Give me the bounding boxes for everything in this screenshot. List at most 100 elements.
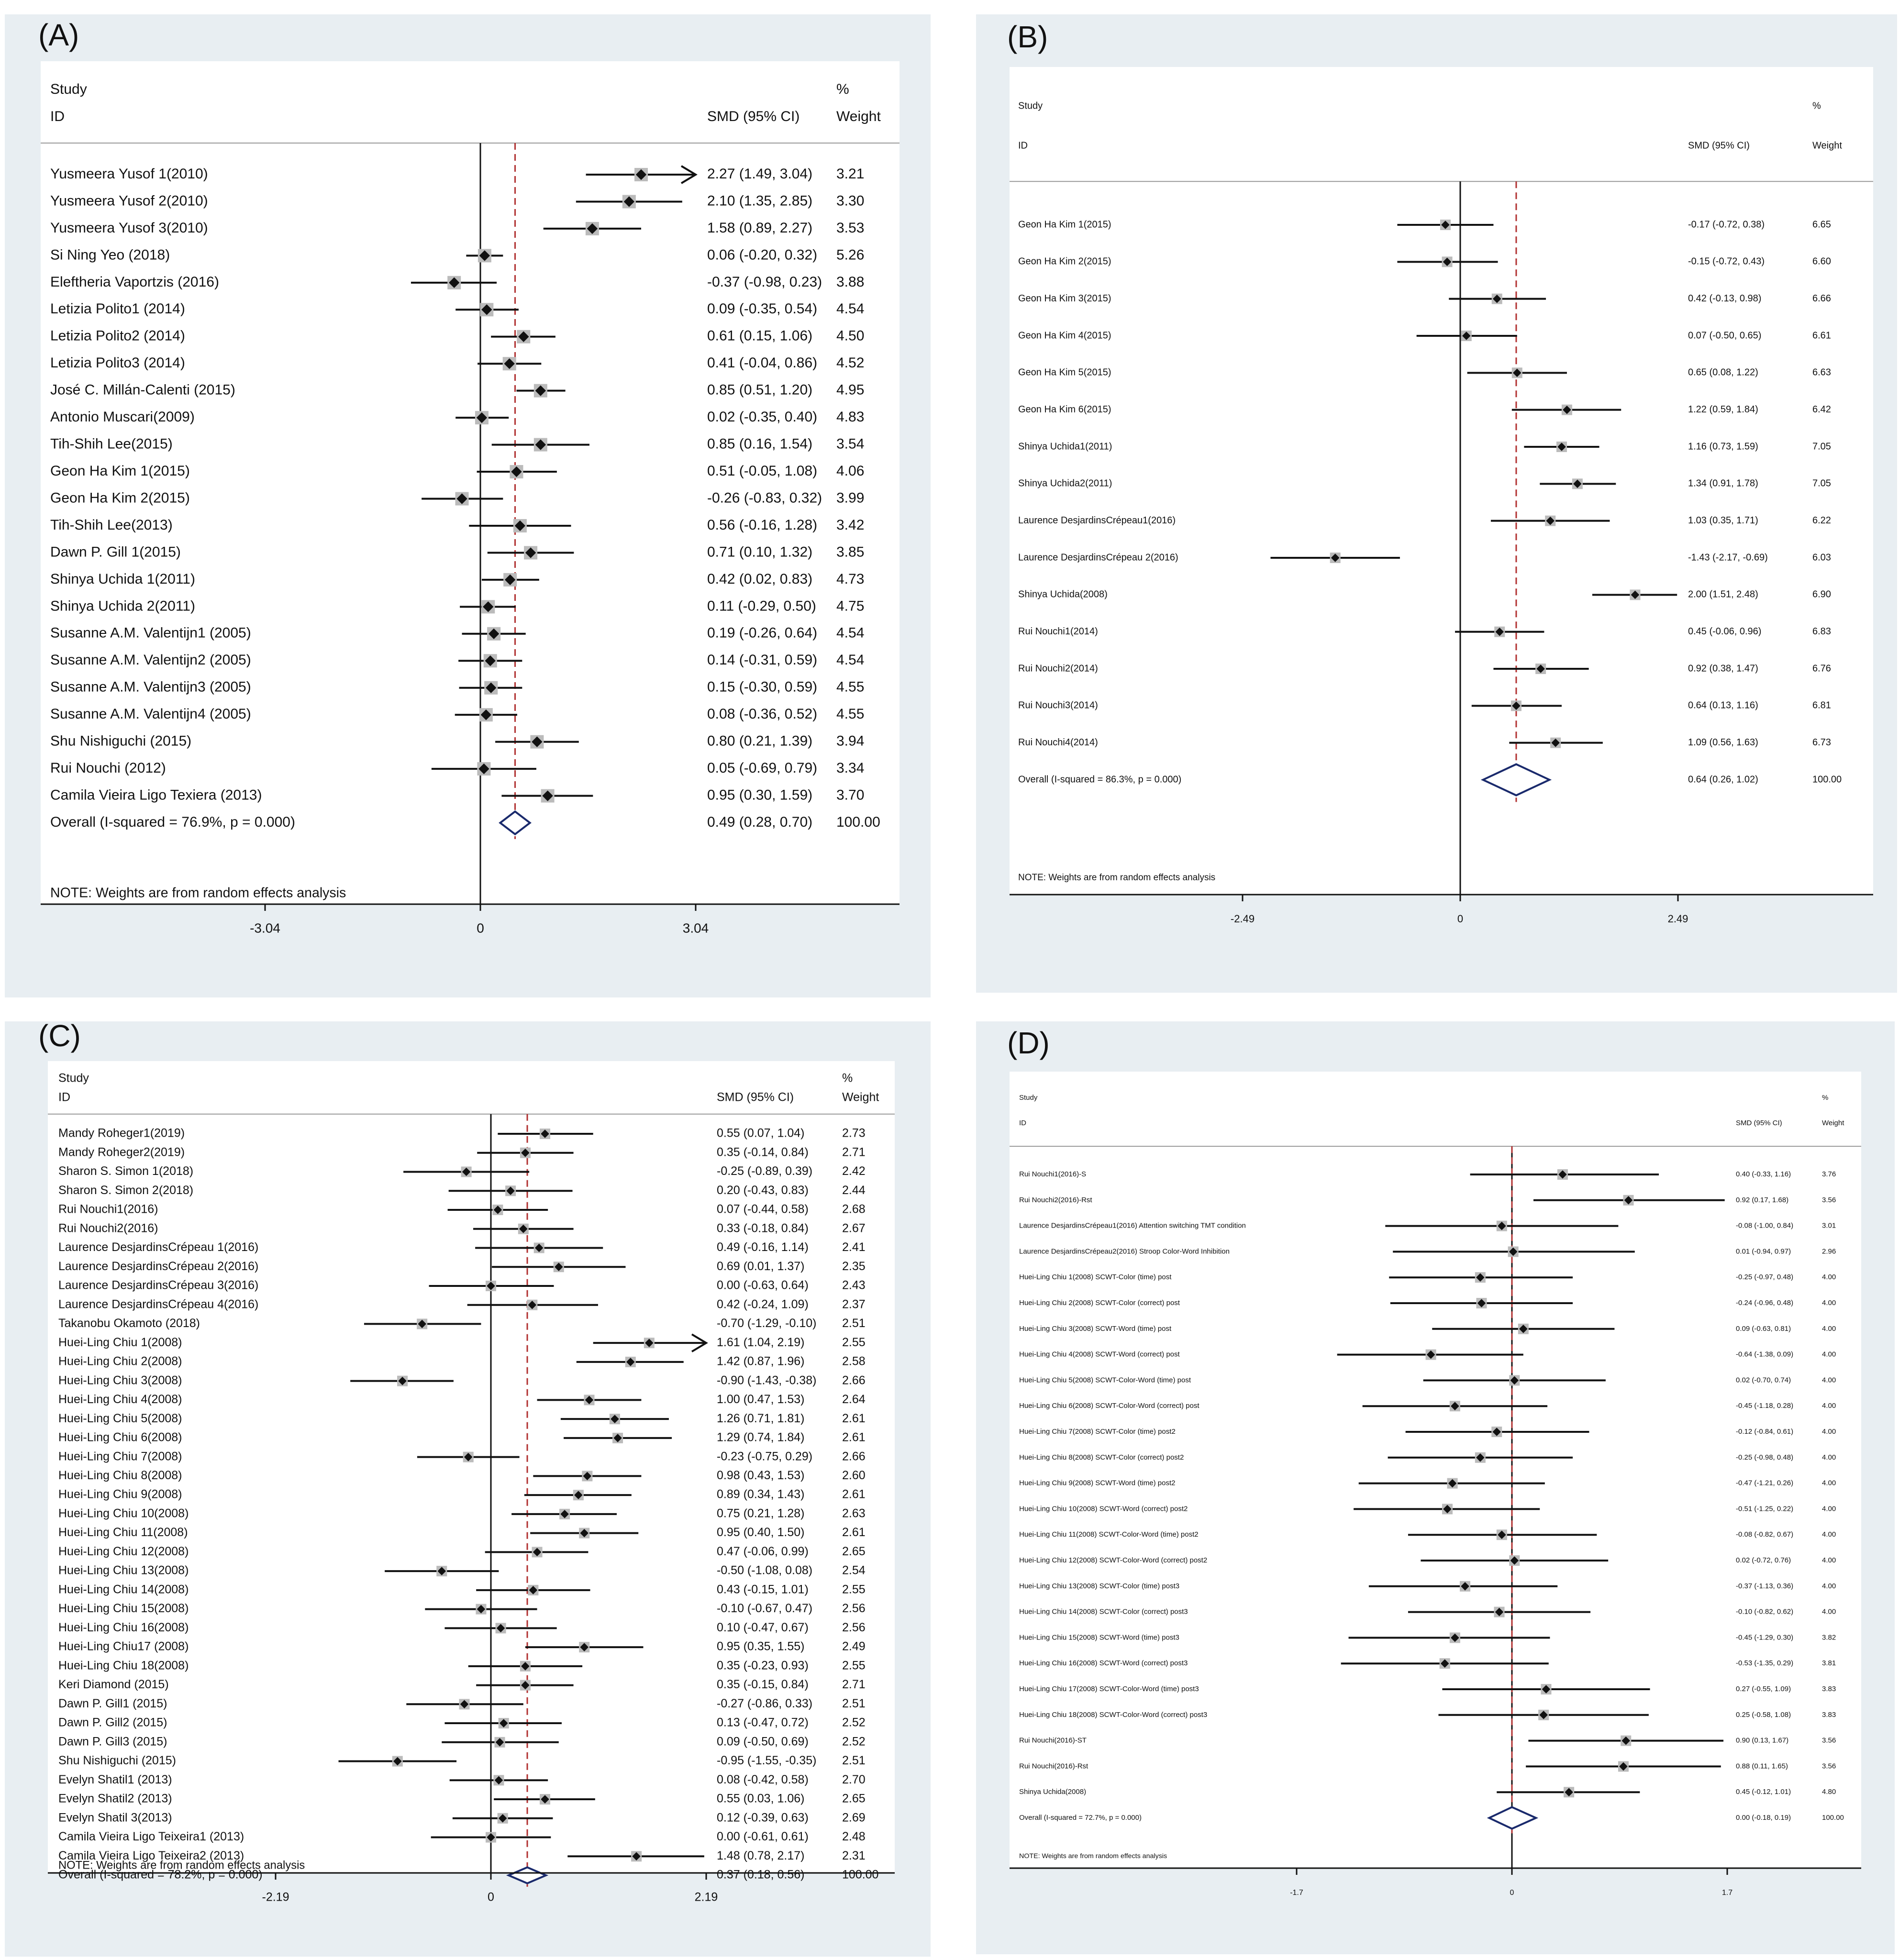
study-ci: 0.56 (-0.16, 1.28): [707, 517, 817, 533]
study-weight: 2.58: [842, 1355, 866, 1368]
point-estimate: [1495, 1607, 1504, 1617]
study-ci: 0.71 (0.10, 1.32): [707, 544, 812, 560]
weights-note: NOTE: Weights are from random effects an…: [1019, 1852, 1167, 1860]
point-estimate: [535, 385, 546, 396]
study-row: Laurence DesjardinsCrépeau1(2016) Attent…: [1019, 1220, 1836, 1231]
point-estimate: [1565, 1788, 1573, 1796]
study-weight: 2.42: [842, 1164, 866, 1178]
study-weight: 4.00: [1822, 1556, 1836, 1564]
study-ci: 0.42 (0.02, 0.83): [707, 571, 812, 587]
study-name: Huei-Ling Chiu 1(2008) SCWT-Color (time)…: [1019, 1273, 1172, 1281]
study-row: Huei-Ling Chiu 10(2008) SCWT-Word (corre…: [1019, 1504, 1836, 1515]
study-ci: -0.26 (-0.83, 0.32): [707, 490, 822, 506]
point-estimate: [1512, 368, 1521, 377]
header-study: Study: [1019, 1094, 1038, 1102]
point-estimate: [485, 655, 496, 666]
point-estimate: [521, 1148, 530, 1157]
study-weight: 3.56: [1822, 1762, 1836, 1770]
study-weight: 3.83: [1822, 1685, 1836, 1693]
study-ci: -0.10 (-0.82, 0.62): [1736, 1608, 1793, 1616]
study-ci: 0.55 (0.03, 1.06): [717, 1792, 804, 1805]
study-ci: -0.51 (-1.25, 0.22): [1736, 1505, 1793, 1513]
plot-area: [1010, 1072, 1861, 1868]
header-weight: Weight: [1812, 140, 1842, 151]
study-row: Huei-Ling Chiu 18(2008) SCWT-Color-Word …: [1019, 1709, 1836, 1720]
study-name: Rui Nouchi1(2016)-S: [1019, 1170, 1086, 1178]
point-estimate: [1462, 332, 1471, 340]
study-weight: 2.61: [842, 1526, 866, 1539]
study-name: Camila Vieira Ligo Teixeira2 (2013): [58, 1849, 244, 1862]
point-estimate: [514, 520, 526, 532]
study-ci: 0.01 (-0.94, 0.97): [1736, 1247, 1791, 1255]
study-row: Dawn P. Gill2 (2015) 0.13 (-0.47, 0.72) 2.…: [58, 1716, 866, 1729]
point-estimate: [1492, 294, 1501, 303]
study-name: Huei-Ling Chiu 4(2008): [58, 1393, 182, 1406]
study-weight: 6.81: [1812, 700, 1831, 711]
study-name: Evelyn Shatil 3(2013): [58, 1811, 172, 1824]
study-row: Huei-Ling Chiu 7(2008) -0.23 (-0.75, 0.29…: [58, 1450, 866, 1463]
study-ci: -0.10 (-0.67, 0.47): [717, 1602, 812, 1615]
study-row: Shu Nishiguchi (2015) -0.95 (-1.55, -0.35…: [58, 1754, 866, 1767]
study-row: Rui Nouchi2(2016) 0.33 (-0.18, 0.84) 2.67: [58, 1221, 866, 1235]
study-ci: -0.08 (-0.82, 0.67): [1736, 1530, 1793, 1539]
study-weight: 3.76: [1822, 1170, 1836, 1178]
study-row: Huei-Ling Chiu 3(2008) SCWT-Word (time) …: [1019, 1323, 1836, 1334]
point-estimate: [554, 1262, 563, 1272]
study-name: Camila Vieira Ligo Teixeira1 (2013): [58, 1830, 244, 1843]
point-estimate: [1495, 627, 1504, 636]
study-row: Shu Nishiguchi (2015) 0.80 (0.21, 1.39) 3.…: [50, 733, 864, 749]
study-ci: 1.00 (0.47, 1.53): [717, 1393, 804, 1406]
study-row: Evelyn Shatil1 (2013) 0.08 (-0.42, 0.58) 2…: [58, 1773, 866, 1786]
study-name: Laurence DesjardinsCrépeau1(2016) Attent…: [1019, 1222, 1246, 1230]
study-weight: 3.21: [836, 166, 864, 182]
study-name: Huei-Ling Chiu17 (2008): [58, 1640, 189, 1653]
study-weight: 4.00: [1822, 1402, 1836, 1410]
study-ci: 1.22 (0.59, 1.84): [1688, 404, 1758, 415]
point-estimate: [1539, 1711, 1548, 1719]
study-row: Shinya Uchida 1(2011) 0.42 (0.02, 0.83) 4.…: [50, 571, 864, 587]
point-estimate: [1461, 1582, 1469, 1591]
study-weight: 2.55: [842, 1336, 866, 1349]
study-weight: 3.34: [836, 760, 864, 776]
overall-weight: 100.00: [842, 1868, 878, 1882]
study-ci: 0.95 (0.35, 1.55): [717, 1640, 804, 1653]
study-ci: 1.42 (0.87, 1.96): [717, 1355, 804, 1368]
study-ci: 0.11 (-0.29, 0.50): [707, 598, 816, 614]
study-ci: -0.50 (-1.08, 0.08): [717, 1564, 812, 1577]
point-estimate: [534, 1243, 544, 1252]
study-name: Camila Vieira Ligo Texiera (2013): [50, 787, 262, 803]
x-tick-label: -3.04: [250, 920, 280, 935]
study-weight: 4.73: [836, 571, 864, 587]
study-ci: 2.27 (1.49, 3.04): [707, 166, 812, 182]
point-estimate: [464, 1452, 473, 1462]
study-weight: 4.00: [1822, 1351, 1836, 1359]
point-estimate: [1426, 1350, 1435, 1359]
study-weight: 2.31: [842, 1849, 866, 1862]
study-name: Huei-Ling Chiu 11(2008) SCWT-Color-Word …: [1019, 1530, 1199, 1539]
study-weight: 2.70: [842, 1773, 866, 1786]
study-name: Huei-Ling Chiu 9(2008): [58, 1488, 182, 1501]
study-name: Huei-Ling Chiu 5(2008) SCWT-Color-Word (…: [1019, 1376, 1191, 1384]
weights-note: NOTE: Weights are from random effects an…: [58, 1859, 305, 1871]
study-name: Eleftheria Vaportzis (2016): [50, 274, 219, 290]
plot-area: [41, 61, 900, 904]
overall-row: Overall (I-squared = 78.2%, p = 0.000) 0.…: [58, 1866, 878, 1884]
study-weight: 2.44: [842, 1184, 866, 1197]
study-name: Huei-Ling Chiu 18(2008): [58, 1659, 189, 1672]
point-estimate: [483, 601, 494, 612]
point-estimate: [541, 1795, 549, 1804]
point-estimate: [533, 1548, 542, 1557]
study-name: Huei-Ling Chiu 3(2008) SCWT-Word (time) …: [1019, 1325, 1172, 1333]
study-ci: 0.09 (-0.50, 0.69): [717, 1735, 809, 1748]
header-study: Study: [50, 81, 87, 97]
study-name: Huei-Ling Chiu 7(2008) SCWT-Color (time)…: [1019, 1428, 1176, 1436]
study-row: Mandy Roheger1(2019) 0.55 (0.07, 1.04) 2.7…: [58, 1127, 866, 1140]
study-row: Dawn P. Gill 1(2015) 0.71 (0.10, 1.32) 3.8…: [50, 544, 864, 560]
header-smd: SMD (95% CI): [1688, 140, 1750, 151]
header-percent: %: [1812, 100, 1821, 111]
study-name: Sharon S. Simon 2(2018): [58, 1184, 193, 1197]
study-ci: 1.16 (0.73, 1.59): [1688, 441, 1758, 452]
study-weight: 5.26: [836, 247, 864, 263]
study-ci: 0.35 (-0.14, 0.84): [717, 1145, 809, 1159]
study-weight: 2.68: [842, 1203, 866, 1216]
